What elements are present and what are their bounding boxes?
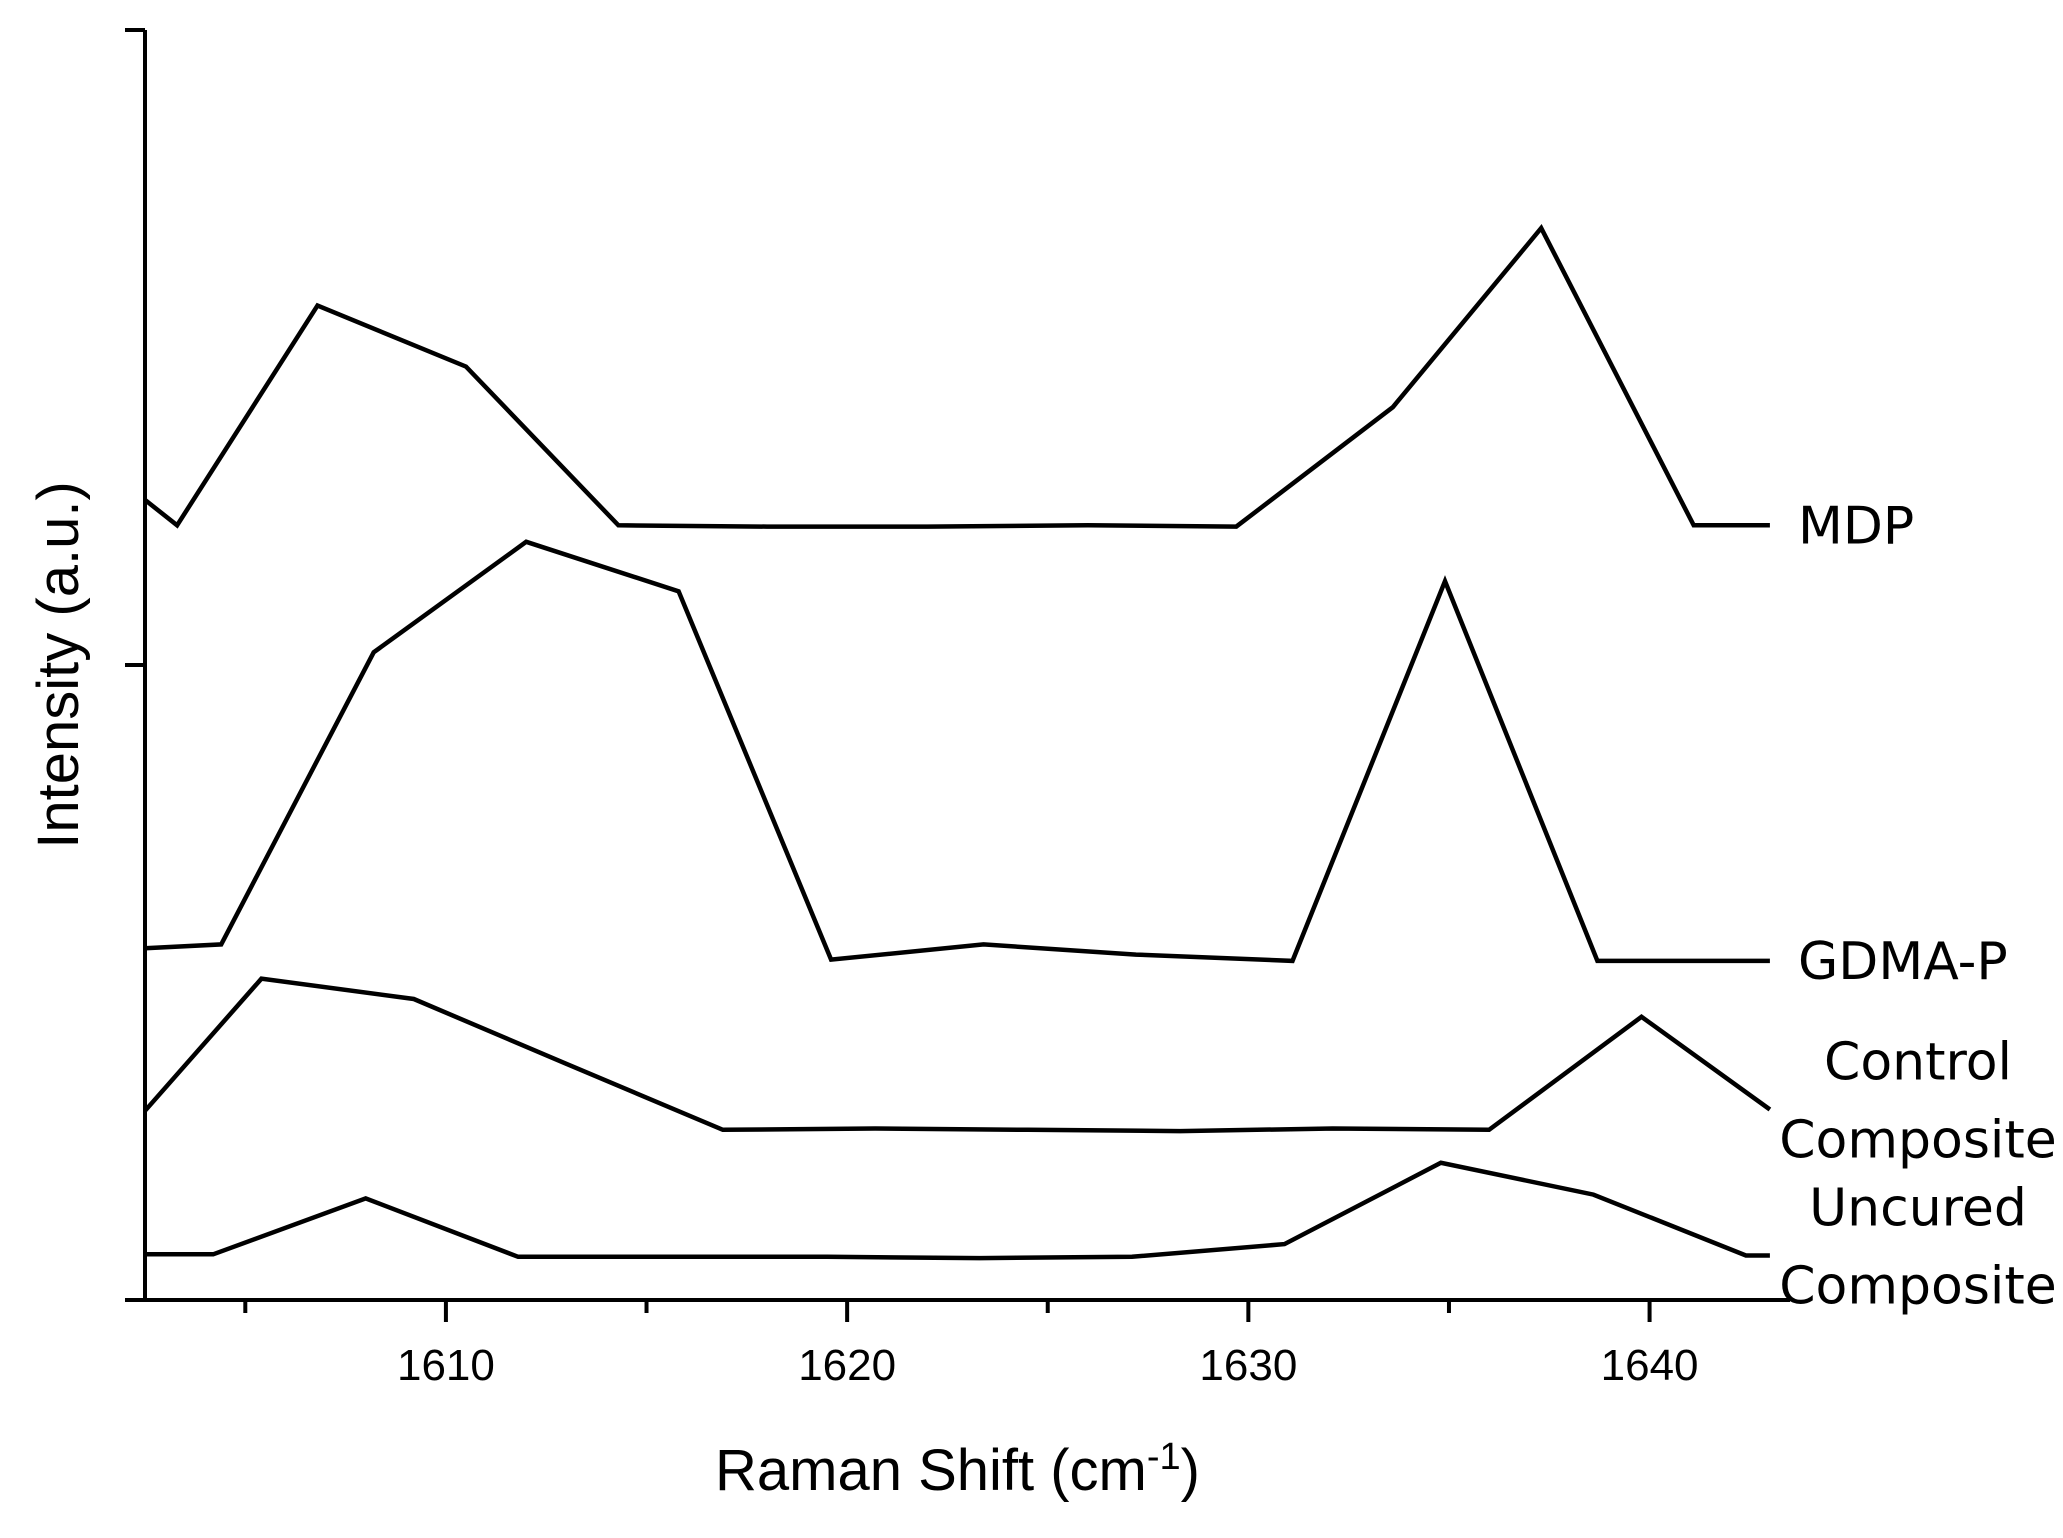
series-label: Uncured	[1809, 1179, 2027, 1239]
series-labels-group: MDP GDMA-P Control Composite Uncured Composit…	[1779, 496, 2057, 1316]
x-axis-title: Raman Shift (cm-1)	[715, 1436, 1200, 1503]
x-tick-label: 1630	[1199, 1341, 1297, 1390]
series-label: Composite	[1779, 1111, 2057, 1171]
series-line	[145, 1160, 1770, 1261]
y-axis-title: Intensity (a.u.)	[26, 481, 91, 848]
series-label: Control	[1824, 1033, 2012, 1093]
series-line	[143, 976, 1772, 1134]
series-group	[143, 224, 1772, 1261]
x-tick-label: 1640	[1601, 1341, 1699, 1390]
series-line	[143, 224, 1770, 529]
x-tick-label: 1620	[798, 1341, 896, 1390]
x-tick-label: 1610	[397, 1341, 495, 1390]
series-label: GDMA-P	[1798, 932, 2008, 992]
axes-group: 1610 1620 1630 1640	[125, 28, 1790, 1390]
series-label: Composite	[1779, 1257, 2057, 1317]
series-line	[144, 539, 1770, 964]
series-label: MDP	[1798, 496, 1914, 556]
